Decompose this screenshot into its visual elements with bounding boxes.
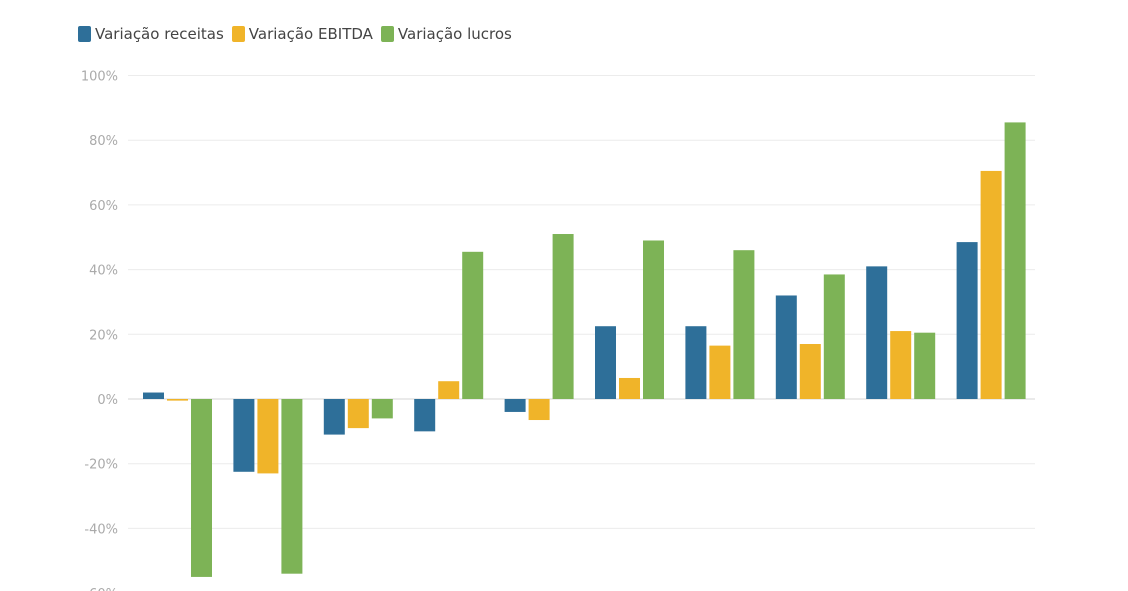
bar-lucros-9[interactable] [914,332,936,399]
bar-receitas-3[interactable] [323,399,345,435]
bar-receitas-4[interactable] [414,399,436,432]
chart-legend: Variação receitas Variação EBITDA Variaç… [78,25,514,43]
bars [143,122,1026,577]
bar-lucros-7[interactable] [733,250,755,399]
y-tick-label: 40% [89,264,118,279]
bar-lucros-5[interactable] [552,234,574,399]
bar-ebitda-10[interactable] [980,170,1002,399]
y-tick-label: -40% [84,522,118,537]
bar-ebitda-7[interactable] [709,345,731,399]
bar-lucros-3[interactable] [371,399,393,419]
y-tick-label: 20% [89,328,118,343]
y-tick-label: -60% [84,587,118,591]
y-tick-label: 0% [97,393,118,408]
y-tick-label: -20% [84,458,118,473]
legend-item-receitas[interactable]: Variação receitas [78,25,224,43]
bar-lucros-10[interactable] [1004,122,1026,399]
legend-label-lucros: Variação lucros [397,25,512,43]
bar-receitas-9[interactable] [866,266,888,399]
bar-ebitda-3[interactable] [347,399,369,429]
bar-receitas-2[interactable] [233,399,255,472]
y-tick-label: 80% [89,134,118,149]
legend-swatch-lucros [380,26,394,42]
y-tick-label: 60% [89,199,118,214]
legend-swatch-ebitda [231,26,245,42]
bar-lucros-4[interactable] [462,251,484,399]
bar-ebitda-9[interactable] [890,331,912,399]
bar-lucros-8[interactable] [823,274,845,399]
legend-item-ebitda[interactable]: Variação EBITDA [231,25,373,43]
bar-receitas-7[interactable] [685,326,707,399]
bar-receitas-5[interactable] [504,399,526,412]
bar-lucros-2[interactable] [281,399,303,574]
legend-label-ebitda: Variação EBITDA [248,25,373,43]
bar-ebitda-4[interactable] [438,381,460,399]
y-axis-ticks: 100% 80% 60% 40% 20% 0% -20% -40% -60% [81,70,118,591]
bar-receitas-10[interactable] [956,242,978,399]
bar-lucros-1[interactable] [191,399,212,577]
y-tick-label: 100% [81,70,118,85]
bar-ebitda-5[interactable] [528,399,550,421]
bar-ebitda-2[interactable] [257,399,279,474]
bar-ebitda-8[interactable] [799,344,821,399]
bar-ebitda-1[interactable] [167,399,188,401]
bar-receitas-1[interactable] [143,392,164,399]
legend-swatch-receitas [78,26,91,42]
legend-item-lucros[interactable]: Variação lucros [380,25,512,43]
legend-label-receitas: Variação receitas [95,25,224,43]
bar-receitas-8[interactable] [775,295,797,399]
bar-ebitda-6[interactable] [619,377,640,399]
bar-lucros-6[interactable] [643,240,664,399]
bar-receitas-6[interactable] [595,326,616,399]
